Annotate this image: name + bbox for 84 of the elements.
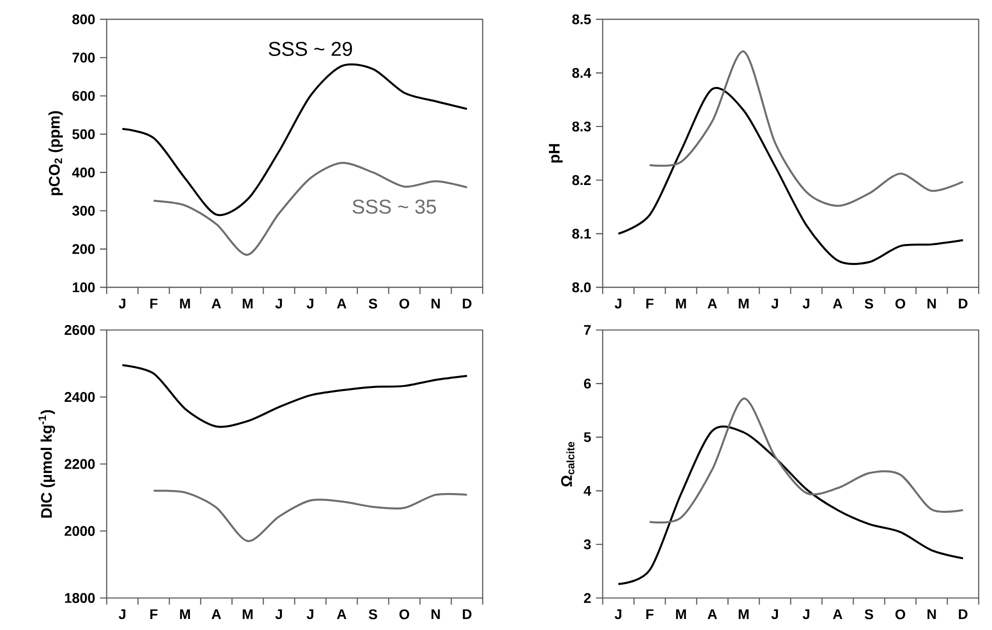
x-tick-label: A	[832, 298, 842, 308]
x-tick-label: F	[150, 298, 158, 308]
y-tick-label: 2	[584, 593, 591, 603]
x-tick-label: A	[708, 609, 718, 619]
x-tick-label: D	[958, 609, 968, 619]
x-tick-label: A	[212, 298, 222, 308]
x-tick-label: N	[432, 609, 440, 619]
x-tick-label: M	[180, 298, 190, 308]
x-tick-label: O	[895, 298, 906, 309]
y-tick-label: 8.5	[572, 14, 591, 24]
x-tick-label: J	[802, 609, 810, 620]
y-tick-label: 2000	[64, 526, 95, 536]
x-tick-label: D	[958, 298, 968, 308]
y-tick-label: 4	[584, 486, 592, 496]
x-tick-label: J	[614, 609, 622, 620]
line-series	[648, 50, 964, 207]
x-tick-label: J	[771, 298, 778, 308]
x-tick-label: O	[399, 298, 410, 309]
y-tick-label: 600	[72, 90, 95, 101]
y-tick-label: 8.3	[572, 122, 591, 132]
y-tick-label: 100	[72, 282, 95, 292]
x-tick-label: M	[676, 298, 686, 308]
x-tick-label: M	[242, 298, 253, 308]
x-tick-label: J	[306, 298, 314, 308]
x-tick-label: M	[738, 298, 749, 308]
y-tick-label: 8.2	[572, 175, 591, 186]
x-tick-label: J	[771, 609, 778, 620]
x-tick-label: A	[336, 298, 346, 308]
y-tick-label: 1800	[65, 593, 95, 603]
line-series	[648, 398, 964, 524]
x-tick-label: M	[180, 609, 190, 619]
x-tick-label: A	[212, 609, 222, 619]
y-tick-label: 8.4	[572, 68, 592, 78]
y-tick-label: 2400	[64, 392, 95, 402]
x-tick-label: S	[864, 298, 874, 309]
y-tick-label: 200	[72, 244, 95, 254]
y-axis-title: pH	[548, 144, 563, 163]
x-tick-label: J	[118, 609, 126, 620]
x-tick-label: O	[895, 609, 906, 620]
x-tick-label: S	[368, 609, 378, 620]
x-tick-label: O	[399, 609, 410, 620]
x-tick-label: J	[275, 609, 282, 620]
x-tick-label: M	[676, 609, 686, 619]
y-axis-title: Ω$_{calcite}$	[561, 442, 574, 487]
y-tick-label: 5	[584, 432, 591, 442]
series-label: SSS ~ 29	[268, 42, 352, 56]
y-tick-label: 7	[584, 325, 591, 335]
y-axis-title: pCO$_{2}$ (ppm)	[48, 111, 63, 196]
x-tick-label: J	[802, 298, 810, 308]
line-series	[152, 490, 468, 542]
x-tick-label: F	[646, 609, 654, 619]
y-tick-label: 400	[72, 168, 95, 178]
y-axis-title: DIC (µmol kg$^{-1}$)	[38, 410, 55, 518]
line-series	[121, 364, 468, 428]
x-tick-label: J	[306, 609, 314, 620]
x-tick-label: M	[242, 609, 253, 619]
x-tick-label: S	[864, 609, 874, 620]
x-tick-label: N	[928, 298, 936, 308]
y-tick-label: 700	[72, 52, 95, 63]
x-tick-label: D	[462, 298, 472, 308]
x-tick-label: S	[368, 298, 378, 309]
x-tick-label: F	[150, 609, 158, 619]
x-tick-label: J	[614, 298, 622, 308]
y-tick-label: 8.1	[572, 228, 591, 239]
line-series	[152, 162, 468, 256]
y-tick-label: 8.0	[572, 282, 591, 292]
y-tick-label: 6	[584, 378, 591, 389]
x-tick-label: J	[118, 298, 126, 308]
series-label: SSS ~ 35	[352, 200, 436, 214]
y-tick-label: 2200	[64, 459, 95, 469]
y-tick-label: 300	[72, 206, 95, 216]
x-tick-label: N	[928, 609, 936, 619]
y-tick-label: 3	[584, 539, 591, 550]
x-tick-label: A	[708, 298, 718, 308]
x-tick-label: J	[275, 298, 282, 308]
x-tick-label: F	[646, 298, 654, 308]
x-tick-label: M	[738, 609, 749, 619]
x-tick-label: D	[462, 609, 472, 619]
x-tick-label: A	[832, 609, 842, 619]
x-tick-label: N	[432, 298, 440, 308]
y-tick-label: 500	[72, 129, 95, 140]
x-tick-label: A	[336, 609, 346, 619]
y-tick-label: 2600	[64, 325, 95, 335]
y-tick-label: 800	[72, 14, 95, 24]
